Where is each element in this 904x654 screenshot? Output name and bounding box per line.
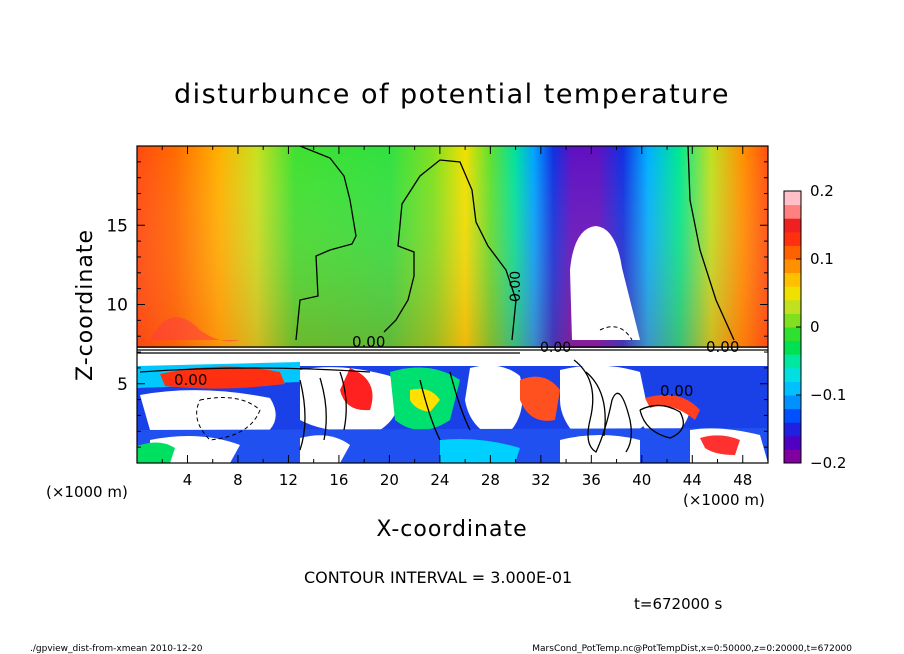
colorbar-tick-label: 0: [810, 318, 820, 336]
colorbar-swatch: [784, 381, 801, 396]
y-tick-label: 15: [106, 216, 128, 236]
x-tick-label: 16: [329, 471, 348, 489]
x-tick-label: 28: [481, 471, 500, 489]
upper-layer-shading: [137, 146, 768, 348]
footer-left: ./gpview_dist-from-xmean 2010-12-20: [30, 644, 203, 654]
plot-area: [137, 146, 768, 463]
colorbar-swatch: [784, 272, 801, 287]
y-tick-label: 5: [117, 375, 128, 395]
colorbar-tick-label: 0.2: [810, 182, 834, 200]
x-tick-label: 20: [380, 471, 399, 489]
colorbar-swatch: [784, 218, 801, 233]
colorbar-swatch: [784, 327, 801, 342]
red-anomaly-patch: [150, 317, 240, 342]
colorbar-swatch: [784, 354, 801, 369]
contour-label: 0.00: [706, 338, 739, 356]
colorbar-tick-label: −0.2: [810, 454, 846, 472]
dashed-contours: [196, 326, 633, 441]
colorbar-swatch: [784, 340, 801, 355]
colorbar-swatch: [784, 449, 801, 464]
contour-label: 0.00: [540, 340, 571, 356]
contour-interval-text: CONTOUR INTERVAL = 3.000E-01: [304, 568, 572, 587]
x-axis-unit-label-right: (×1000 m): [683, 491, 765, 509]
x-tick-label: 8: [233, 471, 243, 489]
y-axis: 5 10 15: [106, 161, 768, 448]
white-anomaly-core: [570, 226, 640, 340]
colorbar-swatch: [784, 204, 801, 219]
x-tick-label: 24: [430, 471, 449, 489]
colorbar-tick-label: 0.1: [810, 250, 834, 268]
colorbar-tick-label: −0.1: [810, 386, 846, 404]
x-tick-label: 40: [632, 471, 651, 489]
colorbar-swatch: [784, 259, 801, 274]
footer-right: MarsCond_PotTemp.nc@PotTempDist,x=0:5000…: [532, 644, 852, 654]
x-tick-label: 4: [183, 471, 193, 489]
x-tick-label: 32: [531, 471, 550, 489]
x-axis-unit-label: (×1000 m): [46, 483, 128, 501]
contour-lines: [137, 146, 768, 453]
colorbar-swatch: [784, 299, 801, 314]
colorbar-swatch: [784, 408, 801, 423]
colorbar-swatch: [784, 191, 801, 206]
x-axis-title: X-coordinate: [376, 517, 527, 542]
colorbar-swatch: [784, 245, 801, 260]
time-text: t=672000 s: [634, 595, 722, 613]
x-axis: 4 8 12 16 20 24 28 32 36 40 44 48: [161, 146, 769, 489]
chart-title: disturbunce of potential temperature: [174, 79, 730, 110]
colorbar: 0.2 0.1 0 −0.1 −0.2: [783, 182, 846, 472]
colorbar-swatch: [784, 231, 801, 246]
x-tick-label: 48: [733, 471, 752, 489]
colorbar-swatch: [784, 313, 801, 328]
contour-label: 0.00: [352, 333, 385, 351]
lower-layer-patches: [137, 348, 768, 463]
y-tick-label: 10: [106, 296, 128, 316]
contour-label: 0.00: [174, 371, 207, 389]
colorbar-swatch: [784, 367, 801, 382]
y-axis-title: Z-coordinate: [73, 229, 98, 381]
x-tick-label: 12: [279, 471, 298, 489]
x-tick-label: 36: [582, 471, 601, 489]
colorbar-swatch: [784, 395, 801, 410]
colorbar-swatch: [784, 422, 801, 437]
x-tick-label: 44: [683, 471, 702, 489]
contour-label: 0.00: [660, 382, 693, 400]
contour-label: 0.00: [508, 271, 524, 302]
colorbar-swatch: [784, 435, 801, 450]
colorbar-swatch: [784, 286, 801, 301]
